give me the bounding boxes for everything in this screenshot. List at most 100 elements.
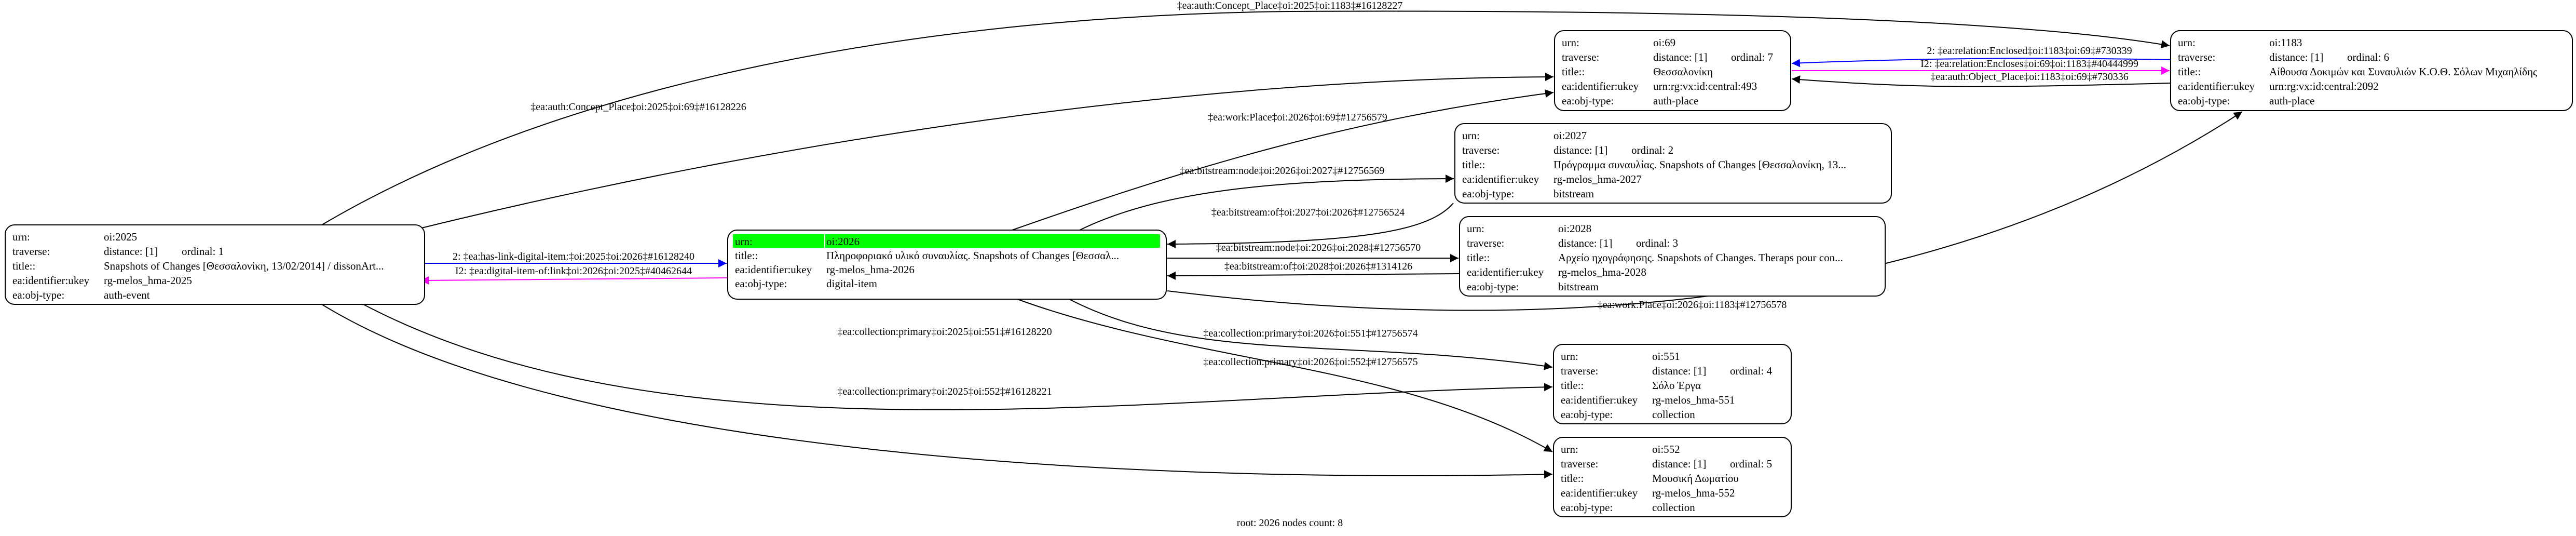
edge-label: ‡ea:bitstream:of‡oi:2027‡oi:2026‡#127565… xyxy=(1211,207,1405,218)
row-label-ukey: ea:identifier:ukey xyxy=(2178,80,2255,92)
row-value-obj_type: auth-place xyxy=(1653,95,1698,107)
traverse-distance: distance: [1] xyxy=(104,245,158,258)
row-label-urn: urn: xyxy=(1561,443,1578,455)
row-value-title: Αίθουσα Δοκιμών και Συναυλιών Κ.Ο.Θ. Σόλ… xyxy=(2269,65,2538,78)
root-highlight xyxy=(825,234,1160,248)
row-label-title: title:: xyxy=(2178,65,2201,78)
traverse-ordinal: ordinal: 3 xyxy=(1636,237,1678,249)
edge-2026-to-2027 xyxy=(1079,175,1454,231)
edge-label: 2: ‡ea:has-link-digital-item:‡oi:2025‡oi… xyxy=(453,251,694,262)
row-value-title: Snapshots of Changes [Θεσσαλονίκη, 13/02… xyxy=(104,260,384,272)
row-label-obj_type: ea:obj-type: xyxy=(1462,187,1514,200)
edge-label: 2: ‡ea:relation:Enclosed‡oi:1183‡oi:69‡#… xyxy=(1927,45,2132,57)
node-551[interactable]: urn: oi:551 traverse: distance: [1] ordinal:… xyxy=(1553,344,1792,424)
row-value-obj_type: collection xyxy=(1652,408,1695,421)
traverse-ordinal: ordinal: 6 xyxy=(2347,51,2389,63)
row-value-obj_type: collection xyxy=(1652,501,1695,514)
row-label-obj_type: ea:obj-type: xyxy=(2178,95,2230,107)
row-value-urn: oi:2027 xyxy=(1553,129,1587,142)
node-box xyxy=(1459,216,1886,297)
row-label-title: title:: xyxy=(735,249,758,262)
node-2027[interactable]: urn: oi:2027 traverse: distance: [1] ordinal… xyxy=(1454,123,1892,204)
row-label-urn: urn: xyxy=(1561,350,1578,363)
edge-label: ‡ea:auth:Concept_Place‡oi:2025‡oi:1183‡#… xyxy=(1177,0,1403,11)
edge-1183-to-69 xyxy=(1791,75,2171,87)
traverse-ordinal: ordinal: 7 xyxy=(1731,51,1773,63)
row-value-urn: oi:551 xyxy=(1652,350,1680,363)
edge-label: ‡ea:work:Place‡oi:2026‡oi:1183‡#12756578 xyxy=(1598,299,1787,311)
edge-2025-to-1183 xyxy=(321,10,2170,225)
row-label-urn: urn: xyxy=(2178,36,2196,49)
row-label-traverse: traverse: xyxy=(1561,365,1598,377)
node-2028[interactable]: urn: oi:2028 traverse: distance: [1] ordinal… xyxy=(1459,216,1886,297)
nodes-layer: urn: oi:2025 traverse: distance: [1] ordinal… xyxy=(5,30,2573,517)
row-label-ukey: ea:identifier:ukey xyxy=(1561,394,1638,406)
row-label-title: title:: xyxy=(1561,379,1584,392)
traverse-distance: distance: [1] xyxy=(2269,51,2323,63)
edge-label: I2: ‡ea:digital-item-of:link‡oi:2026‡oi:… xyxy=(455,265,692,277)
edges-layer: ‡ea:auth:Concept_Place‡oi:2025‡oi:1183‡#… xyxy=(321,0,2243,479)
node-2025[interactable]: urn: oi:2025 traverse: distance: [1] ordinal… xyxy=(5,224,425,305)
row-label-title: title:: xyxy=(1462,158,1485,171)
row-label-title: title:: xyxy=(12,260,35,272)
node-box xyxy=(1553,437,1792,517)
node-box xyxy=(2170,30,2573,111)
row-value-title: Σόλο Έργα xyxy=(1652,379,1701,392)
row-value-ukey: urn:rg:vx:id:central:493 xyxy=(1653,80,1757,92)
row-value-ukey: rg-melos_hma-551 xyxy=(1652,394,1735,406)
row-label-ukey: ea:identifier:ukey xyxy=(1562,80,1639,92)
node-box xyxy=(1454,123,1892,204)
row-value-urn: oi:2026 xyxy=(826,235,860,248)
edge-1183-to-69 xyxy=(1791,58,2171,68)
edge-label: ‡ea:work:Place‡oi:2026‡oi:69‡#12756579 xyxy=(1208,112,1387,123)
edge-2026-to-551 xyxy=(1069,299,1553,370)
traverse-ordinal: ordinal: 4 xyxy=(1730,365,1773,377)
node-box xyxy=(5,224,425,305)
row-label-urn: urn: xyxy=(12,231,30,243)
row-label-traverse: traverse: xyxy=(1467,237,1504,249)
edge-2026-to-552 xyxy=(1017,299,1553,452)
node-box xyxy=(1554,30,1791,111)
row-label-urn: urn: xyxy=(1467,222,1484,235)
row-label-obj_type: ea:obj-type: xyxy=(1561,501,1613,514)
row-value-ukey: rg-melos_hma-2027 xyxy=(1553,173,1642,185)
row-value-title: Μουσική Δωματίου xyxy=(1652,472,1739,485)
root-highlight xyxy=(733,234,824,248)
edge-2025-to-551 xyxy=(363,304,1553,410)
row-value-title: Πρόγραμμα συναυλίας. Snapshots of Change… xyxy=(1553,158,1846,171)
edge-label: ‡ea:auth:Object_Place‡oi:1183‡oi:69‡#730… xyxy=(1930,71,2128,83)
row-label-traverse: traverse: xyxy=(12,245,50,258)
edge-label: ‡ea:collection:primary‡oi:2025‡oi:551‡#1… xyxy=(837,326,1052,338)
row-value-title: Αρχείο ηχογράφησης. Snapshots of Changes… xyxy=(1558,251,1843,264)
node-69[interactable]: urn: oi:69 traverse: distance: [1] ordinal: … xyxy=(1554,30,1791,111)
edge-2025-to-552 xyxy=(321,304,1553,479)
edge-label: ‡ea:bitstream:of‡oi:2028‡oi:2026‡#131412… xyxy=(1224,261,1412,272)
node-552[interactable]: urn: oi:552 traverse: distance: [1] ordinal:… xyxy=(1553,437,1792,517)
row-label-traverse: traverse: xyxy=(2178,51,2215,63)
edge-label: ‡ea:collection:primary‡oi:2026‡oi:552‡#1… xyxy=(1203,356,1418,368)
row-label-obj_type: ea:obj-type: xyxy=(1562,95,1614,107)
row-label-obj_type: ea:obj-type: xyxy=(1467,280,1519,293)
row-value-urn: oi:2025 xyxy=(104,231,137,243)
edge-label: I2: ‡ea:relation:Encloses‡oi:69‡oi:1183‡… xyxy=(1920,58,2138,70)
edge-label: ‡ea:bitstream:node‡oi:2026‡oi:2027‡#1275… xyxy=(1180,165,1384,177)
row-label-urn: urn: xyxy=(735,235,753,248)
row-value-urn: oi:1183 xyxy=(2269,36,2302,49)
row-value-obj_type: auth-event xyxy=(104,289,150,301)
row-label-title: title:: xyxy=(1467,251,1490,264)
node-1183[interactable]: urn: oi:1183 traverse: distance: [1] ordinal… xyxy=(2170,30,2573,111)
row-label-obj_type: ea:obj-type: xyxy=(735,277,787,290)
row-value-urn: oi:2028 xyxy=(1558,222,1591,235)
row-label-title: title:: xyxy=(1561,472,1584,485)
row-label-ukey: ea:identifier:ukey xyxy=(735,263,812,276)
row-label-obj_type: ea:obj-type: xyxy=(12,289,64,301)
traverse-distance: distance: [1] xyxy=(1653,51,1707,63)
edge-2028-to-2026 xyxy=(1167,271,1460,280)
row-value-ukey: urn:rg:vx:id:central:2092 xyxy=(2269,80,2379,92)
row-value-ukey: rg-melos_hma-552 xyxy=(1652,487,1735,499)
row-value-obj_type: bitstream xyxy=(1558,280,1599,293)
row-value-obj_type: digital-item xyxy=(826,277,877,290)
row-label-obj_type: ea:obj-type: xyxy=(1561,408,1613,421)
